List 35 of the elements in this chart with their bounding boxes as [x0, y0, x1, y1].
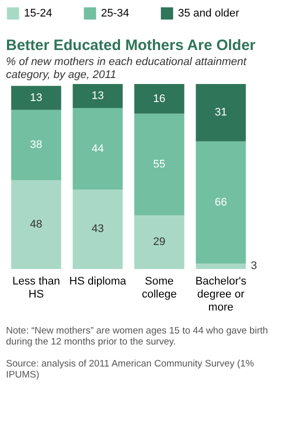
bar [72, 84, 123, 108]
bar [11, 110, 62, 180]
text: Note: “New mothers” are women ages 15 to 44 who gave birth during the 12 months prior to the survey. [6, 326, 268, 348]
data-label: 29 [153, 236, 166, 248]
source-note: Source: analysis of 2011 American Community Survey (1% IPUMS) [6, 358, 255, 380]
data-label: 48 [30, 218, 42, 231]
legend-label: 35 and older [178, 7, 240, 20]
bar [134, 84, 184, 114]
data-label: 13 [92, 90, 104, 102]
data-label: 44 [92, 142, 104, 155]
bar [134, 215, 184, 269]
data-label: 38 [30, 139, 42, 152]
bar [11, 86, 62, 110]
data-label: 16 [153, 92, 166, 105]
legend-label: 25-34 [101, 7, 130, 20]
chart-title: Better Educated Mothers Are Older [6, 37, 256, 54]
bar [196, 84, 246, 142]
data-label: 13 [30, 92, 42, 104]
x-tick-label: Less than HS [12, 276, 60, 300]
data-label: 43 [92, 223, 104, 236]
bar [134, 114, 184, 216]
chart-subtitle: % of new mothers in each educational attainment category, by age, 2011 [6, 56, 248, 81]
x-tick-label: Some college [142, 276, 177, 300]
bar [72, 108, 123, 190]
data-label: 66 [214, 196, 227, 208]
data-label: 31 [214, 106, 227, 119]
data-label: 55 [153, 158, 166, 170]
x-tick-label: Bachelor's degree or more [195, 276, 247, 314]
bar [11, 180, 62, 269]
bar [72, 189, 123, 269]
bar [196, 141, 246, 264]
legend-label: 15-24 [24, 7, 52, 20]
data-label: 3 [250, 260, 257, 272]
bar [196, 263, 246, 269]
x-tick-label: HS diploma [69, 276, 128, 288]
